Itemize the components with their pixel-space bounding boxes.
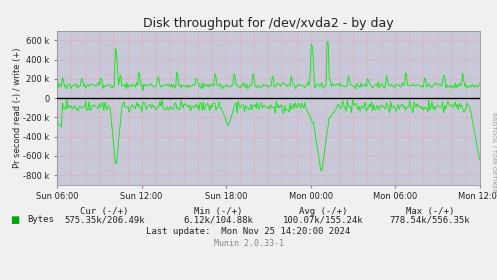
Text: Bytes: Bytes: [27, 215, 54, 224]
Text: 6.12k/104.88k: 6.12k/104.88k: [184, 215, 253, 224]
Text: Last update:  Mon Nov 25 14:20:00 2024: Last update: Mon Nov 25 14:20:00 2024: [147, 227, 350, 235]
Text: 778.54k/556.35k: 778.54k/556.35k: [390, 215, 470, 224]
Text: ■: ■: [10, 215, 19, 225]
Y-axis label: Pr second read (-) / write (+): Pr second read (-) / write (+): [13, 48, 22, 168]
Text: 575.35k/206.49k: 575.35k/206.49k: [64, 215, 145, 224]
Text: Max (-/+): Max (-/+): [406, 207, 454, 216]
Title: Disk throughput for /dev/xvda2 - by day: Disk throughput for /dev/xvda2 - by day: [143, 17, 394, 30]
Text: Min (-/+): Min (-/+): [194, 207, 243, 216]
Text: RRDTOOL / TOBI OETIKER: RRDTOOL / TOBI OETIKER: [491, 112, 496, 193]
Text: Munin 2.0.33-1: Munin 2.0.33-1: [214, 239, 283, 248]
Text: 100.07k/155.24k: 100.07k/155.24k: [283, 215, 363, 224]
Text: Avg (-/+): Avg (-/+): [299, 207, 347, 216]
Text: Cur (-/+): Cur (-/+): [80, 207, 129, 216]
